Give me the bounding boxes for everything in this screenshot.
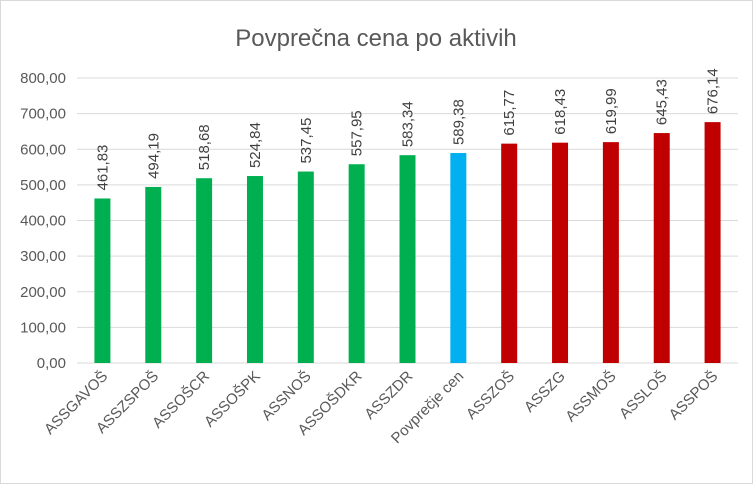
bar (704, 122, 721, 363)
y-tick-label: 300,00 (20, 248, 66, 265)
data-label: 557,95 (349, 110, 366, 156)
bar (399, 155, 416, 363)
x-tick-label: ASSLOŠ (616, 368, 670, 422)
y-tick-label: 400,00 (20, 213, 66, 230)
data-label: 645,43 (654, 79, 671, 125)
y-tick-label: 100,00 (20, 319, 66, 336)
bar (246, 176, 263, 363)
bar (552, 142, 569, 363)
bar (297, 171, 314, 363)
x-tick-label: ASSZG (521, 368, 569, 416)
chart-title: Povprečna cena po aktivih (235, 25, 517, 52)
data-label: 524,84 (247, 122, 264, 168)
y-tick-label: 200,00 (20, 284, 66, 301)
data-label: 589,38 (450, 99, 467, 145)
data-label: 619,99 (603, 88, 620, 134)
bar (145, 186, 162, 363)
x-axis-labels: ASSGAVOŠASSZSPOŠASSOŠCRASSOŠPKASSNOŠASSO… (41, 368, 721, 447)
data-labels: 461,83 494,19 518,68 524,84 537,45 557,95 583,… (94, 68, 721, 190)
data-label: 615,77 (501, 90, 518, 136)
data-label: 583,34 (400, 101, 417, 147)
y-tick-label: 600,00 (20, 141, 66, 158)
y-tick-label: 700,00 (20, 106, 66, 123)
bar (653, 133, 670, 363)
y-axis-ticks: 0,00 100,00 200,00 300,00 400,00 500,00 600,00… (20, 70, 66, 372)
bar (196, 178, 213, 363)
bars (94, 122, 721, 363)
y-tick-label: 500,00 (20, 177, 66, 194)
bar (94, 198, 111, 363)
data-label: 676,14 (705, 68, 722, 114)
bar (348, 164, 365, 363)
data-label: 618,43 (552, 89, 569, 135)
bar (602, 142, 619, 363)
y-tick-label: 800,00 (20, 70, 66, 87)
bar (450, 153, 467, 363)
x-tick-label: ASSOŠPK (201, 368, 264, 431)
x-tick-label: ASSPOŠ (666, 368, 722, 424)
x-tick-label: ASSZOŠ (463, 368, 518, 423)
y-tick-label: 0,00 (37, 355, 66, 372)
x-tick-label: ASSMOŠ (562, 368, 619, 425)
bar (501, 143, 518, 363)
data-label: 537,45 (298, 118, 315, 164)
data-label: 494,19 (145, 133, 162, 179)
data-label: 518,68 (196, 124, 213, 170)
data-label: 461,83 (94, 145, 111, 191)
